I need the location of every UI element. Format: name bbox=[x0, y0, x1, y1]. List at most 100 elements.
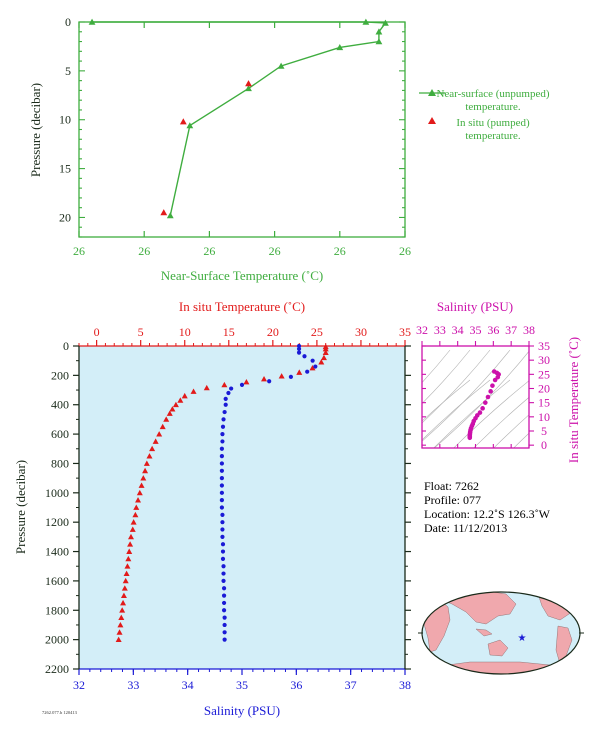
profile-temperature-point bbox=[140, 475, 147, 481]
profile-salinity-point bbox=[220, 542, 226, 547]
near-surface-x-tick-label: 26 bbox=[138, 244, 150, 258]
ts-point bbox=[480, 406, 485, 411]
profile-temperature-point bbox=[118, 614, 125, 621]
near-surface-unpumped-point bbox=[166, 212, 174, 219]
profile-salinity-point bbox=[219, 446, 224, 451]
profile-temperature-point bbox=[309, 365, 316, 371]
map-ocean bbox=[422, 592, 580, 674]
profile-temperature-point bbox=[146, 453, 153, 459]
profile-temperature-point bbox=[126, 548, 133, 554]
profile-temperature-point bbox=[159, 423, 166, 430]
profile-salinity-point bbox=[221, 578, 226, 584]
ts-plot-background bbox=[422, 346, 529, 448]
profile-salinity-point bbox=[221, 608, 227, 613]
profile-temperature-point bbox=[243, 378, 250, 385]
profile-temperature-point bbox=[136, 489, 143, 496]
ts-temperature-tick-label: 10 bbox=[538, 410, 550, 424]
ts-temperature-tick-label: 35 bbox=[538, 339, 550, 353]
profile-temperature-point bbox=[190, 388, 197, 394]
near-surface-chart: 26 26 26 26 26 26 0 5 10 15 20 Near-Surface Tempe… bbox=[28, 15, 411, 283]
profile-temperature-point bbox=[261, 376, 268, 382]
profile-temperature-tick-label: 20 bbox=[267, 325, 279, 339]
profile-temperature-tick-label: 0 bbox=[94, 325, 100, 339]
profile-plot-background bbox=[79, 346, 405, 669]
profile-salinity-point bbox=[223, 402, 228, 407]
profile-temperature-point bbox=[115, 636, 122, 643]
near-surface-x-axis-label: Near-Surface Temperature (˚C) bbox=[161, 268, 323, 283]
ts-salinity-tick-label: 34 bbox=[452, 323, 464, 337]
profile-temperature-point bbox=[124, 563, 131, 569]
profile-salinity-point bbox=[229, 386, 234, 391]
profile-pressure-tick-label: 600 bbox=[51, 427, 69, 441]
ts-salinity-tick-label: 33 bbox=[434, 323, 446, 337]
in-situ-pumped-point bbox=[245, 80, 252, 87]
profile-temperature-tick-label: 35 bbox=[399, 325, 411, 339]
profile-y-axis-label: Pressure (decibar) bbox=[13, 460, 28, 554]
profile-temperature-tick-label: 5 bbox=[138, 325, 144, 339]
float-info: Float: 7262 Profile: 077 Location: 12.2˚… bbox=[424, 479, 551, 535]
near-surface-unpumped-point bbox=[245, 85, 252, 92]
near-surface-y-ticks: 0 5 10 15 20 bbox=[59, 15, 405, 238]
ts-temperature-tick-label: 25 bbox=[538, 367, 550, 381]
near-surface-x-tick-label: 26 bbox=[269, 244, 281, 258]
profile-temperature-tick-label: 15 bbox=[223, 325, 235, 339]
ts-temperature-tick-label: 0 bbox=[541, 438, 547, 452]
profile-pressure-tick-label: 1600 bbox=[45, 574, 69, 588]
profile-salinity-point bbox=[267, 379, 272, 384]
near-surface-x-tick-label: 26 bbox=[73, 244, 85, 258]
profile-salinity-point bbox=[219, 505, 224, 510]
near-surface-unpumped-point bbox=[375, 28, 383, 35]
in-situ-pumped-point bbox=[179, 118, 187, 125]
profile-temperature-point bbox=[143, 460, 150, 466]
profile-pressure-tick-label: 800 bbox=[51, 456, 69, 470]
profile-pressure-tick-label: 1000 bbox=[45, 486, 69, 500]
profile-temperature-point bbox=[132, 511, 139, 518]
profile-temperature-point bbox=[149, 445, 156, 452]
profile-salinity-point bbox=[305, 369, 310, 374]
profile-temperature-point bbox=[203, 384, 210, 391]
profile-salinity-point bbox=[219, 476, 224, 481]
ts-density-contours bbox=[422, 349, 529, 448]
profile-temperature-point bbox=[163, 416, 170, 422]
profile-temperature-point bbox=[172, 401, 179, 408]
profile-salinity-tick-label: 35 bbox=[236, 678, 248, 692]
profile-salinity-point bbox=[220, 556, 226, 561]
near-surface-y-tick-label: 15 bbox=[59, 162, 71, 176]
legend-label-pumped-line1: In situ (pumped) bbox=[456, 117, 530, 129]
profile-salinity-point bbox=[220, 512, 225, 517]
profile-temperature-point bbox=[156, 431, 163, 437]
profile-temperature-ticks: 0 5 10 15 20 25 30 35 bbox=[78, 325, 411, 346]
profile-temperature-point bbox=[296, 369, 303, 375]
legend-label-pumped-line2: temperature. bbox=[465, 130, 521, 142]
profile-pressure-tick-label: 0 bbox=[63, 339, 69, 353]
profile-temperature-point bbox=[117, 621, 124, 628]
profile-salinity-point bbox=[310, 358, 315, 363]
profile-pressure-tick-label: 2200 bbox=[45, 662, 69, 676]
profile-salinity-point bbox=[220, 527, 225, 532]
profile-salinity-point bbox=[222, 615, 227, 620]
profile-salinity-point bbox=[221, 586, 227, 591]
profile-salinity-point bbox=[221, 417, 226, 422]
ts-series bbox=[467, 369, 501, 441]
profile-temperature-point bbox=[122, 577, 129, 584]
profile-temperature-tick-label: 25 bbox=[311, 325, 323, 339]
profile-top-axis-label: In situ Temperature (˚C) bbox=[179, 299, 305, 314]
legend-marker-pumped bbox=[428, 117, 436, 124]
ts-point bbox=[488, 389, 493, 394]
profile-salinity-point bbox=[222, 409, 227, 415]
ts-temperature-tick-label: 15 bbox=[538, 396, 550, 410]
profile-salinity-point bbox=[221, 564, 226, 569]
near-surface-y-tick-label: 10 bbox=[59, 113, 71, 127]
profile-salinity-point bbox=[219, 498, 224, 503]
ts-salinity-ticks: 32 33 34 35 36 37 38 bbox=[416, 323, 535, 448]
ts-point bbox=[485, 394, 491, 400]
profile-temperature-point bbox=[320, 354, 327, 361]
near-surface-y-tick-label: 5 bbox=[65, 64, 71, 78]
in-situ-pumped-point bbox=[160, 209, 168, 216]
profile-number: Profile: 077 bbox=[424, 493, 481, 507]
ts-temperature-tick-label: 5 bbox=[541, 424, 547, 438]
profile-temperature-point bbox=[278, 373, 285, 379]
